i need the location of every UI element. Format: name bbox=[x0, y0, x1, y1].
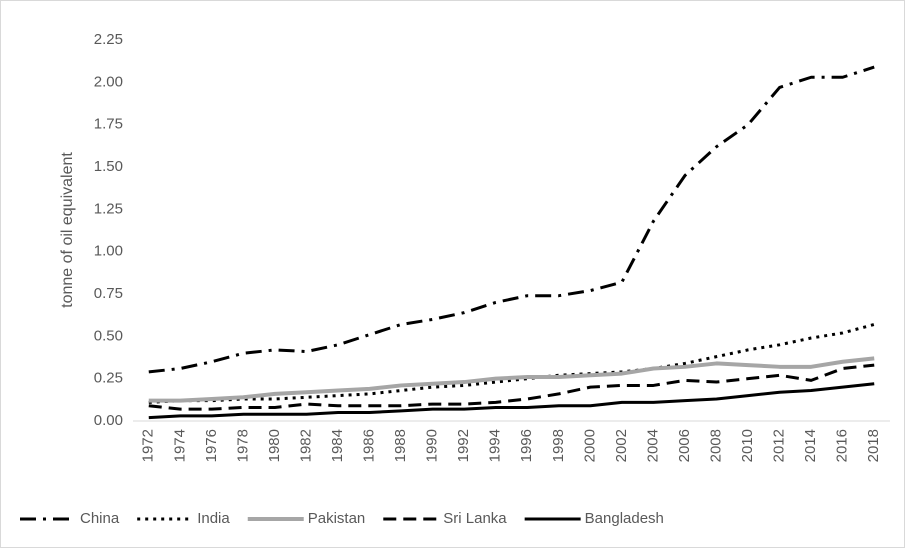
x-tick-label: 1980 bbox=[266, 429, 283, 462]
y-tick-label: 0.75 bbox=[94, 285, 123, 302]
y-tick-label: 0.00 bbox=[94, 412, 123, 429]
y-tick-label: 1.75 bbox=[94, 116, 123, 133]
x-tick-label: 1986 bbox=[361, 429, 378, 462]
x-tick-label: 1972 bbox=[140, 429, 157, 462]
x-tick-label: 1996 bbox=[518, 429, 535, 462]
legend-label: China bbox=[80, 510, 120, 527]
legend-label: Sri Lanka bbox=[443, 510, 507, 527]
x-tick-label: 2012 bbox=[771, 429, 788, 462]
series-line bbox=[148, 65, 875, 374]
legend-label: Pakistan bbox=[308, 510, 366, 527]
series-line bbox=[148, 323, 875, 404]
x-tick-label: 2000 bbox=[581, 429, 598, 462]
x-tick-label: 2014 bbox=[802, 429, 819, 462]
y-tick-label: 2.25 bbox=[94, 31, 123, 48]
series-line bbox=[148, 363, 875, 411]
x-tick-label: 1992 bbox=[455, 429, 472, 462]
x-tick-label: 1974 bbox=[171, 429, 188, 462]
y-tick-label: 1.00 bbox=[94, 243, 123, 260]
series-line bbox=[148, 382, 875, 420]
x-tick-label: 2008 bbox=[707, 429, 724, 462]
x-tick-label: 1984 bbox=[329, 429, 346, 462]
legend-label: India bbox=[197, 510, 230, 527]
x-tick-label: 1994 bbox=[487, 429, 504, 462]
legend-label: Bangladesh bbox=[585, 510, 664, 527]
series-line bbox=[148, 356, 875, 403]
y-tick-label: 1.50 bbox=[94, 158, 123, 175]
y-axis-label: tonne of oil equivalent bbox=[59, 152, 76, 308]
x-tick-label: 2006 bbox=[676, 429, 693, 462]
x-tick-label: 1976 bbox=[203, 429, 220, 462]
y-tick-label: 1.25 bbox=[94, 200, 123, 217]
y-tick-label: 0.25 bbox=[94, 370, 123, 387]
x-tick-label: 2004 bbox=[644, 429, 661, 462]
x-tick-label: 1978 bbox=[234, 429, 251, 462]
x-tick-label: 1982 bbox=[297, 429, 314, 462]
y-tick-label: 0.50 bbox=[94, 327, 123, 344]
x-tick-label: 2016 bbox=[834, 429, 851, 462]
x-tick-label: 1998 bbox=[550, 429, 567, 462]
y-tick-label: 2.00 bbox=[94, 73, 123, 90]
x-tick-label: 1988 bbox=[392, 429, 409, 462]
x-tick-label: 1990 bbox=[424, 429, 441, 462]
x-tick-label: 2002 bbox=[613, 429, 630, 462]
x-tick-label: 2018 bbox=[865, 429, 882, 462]
x-tick-label: 2010 bbox=[739, 429, 756, 462]
